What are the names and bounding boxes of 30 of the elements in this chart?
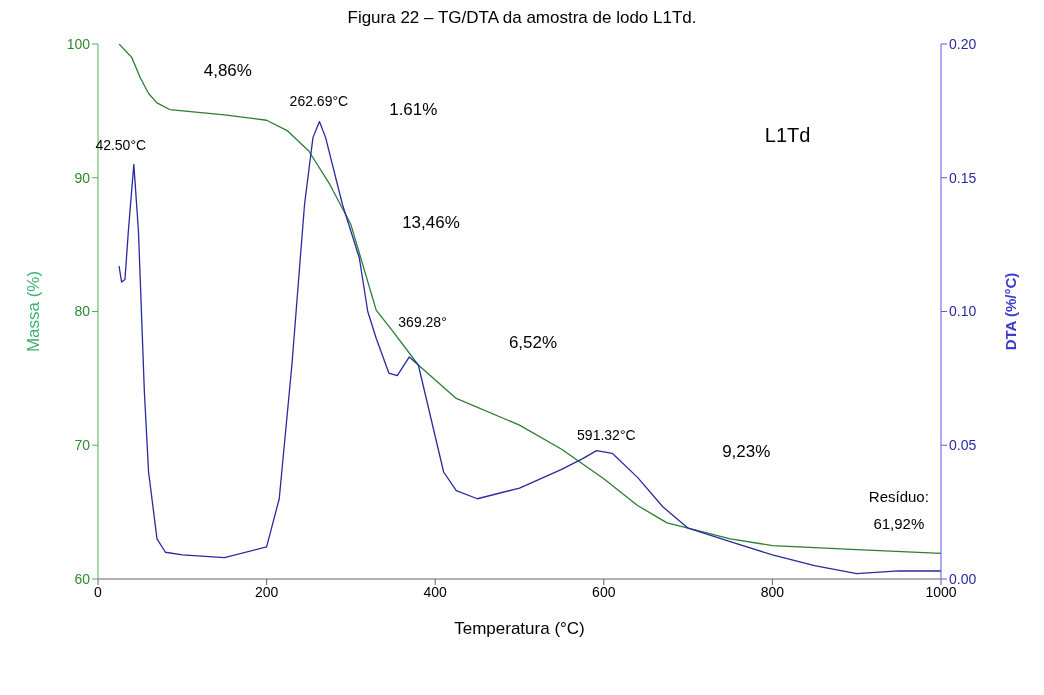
chart-title: Figura 22 – TG/DTA da amostra de lodo L1Td. <box>346 8 698 28</box>
x-tick-label: 800 <box>760 583 785 600</box>
annotation: 591.32°C <box>577 426 636 443</box>
y-tick-label: 90 <box>74 169 91 186</box>
y-tick-label: 80 <box>74 303 91 320</box>
annotation: Resíduo: <box>868 487 929 505</box>
annotation: 6,52% <box>508 332 558 353</box>
annotation: 4,86% <box>203 61 252 82</box>
x-tick-label: 200 <box>254 583 279 600</box>
y2-tick-label: 0.20 <box>949 35 977 52</box>
y2-tick-label: 0.05 <box>949 437 977 454</box>
annotation: 9,23% <box>722 442 771 463</box>
annotation: 262.69°C <box>289 92 349 109</box>
annotation: 369.28° <box>398 314 447 331</box>
annotation: 1.61% <box>389 100 438 121</box>
annotation: L1Td <box>764 123 811 147</box>
y-tick-label: 60 <box>74 570 91 587</box>
y2-tick-label: 0.15 <box>949 169 977 186</box>
x-tick-label: 600 <box>592 583 616 600</box>
y2-tick-label: 0.10 <box>949 303 977 320</box>
annotation: 13,46% <box>402 212 460 233</box>
y-tick-label: 70 <box>74 437 91 454</box>
y-tick-label: 100 <box>66 35 91 52</box>
x-tick-label: 0 <box>94 583 103 600</box>
y2-axis-title: DTA (%/°C) <box>1002 272 1020 351</box>
annotation: 61,92% <box>873 514 925 532</box>
y-axis-title: Massa (%) <box>24 270 44 353</box>
x-axis-title: Temperatura (°C) <box>454 619 585 638</box>
annotation: 42.50°C <box>95 136 147 153</box>
x-tick-label: 400 <box>423 583 448 600</box>
